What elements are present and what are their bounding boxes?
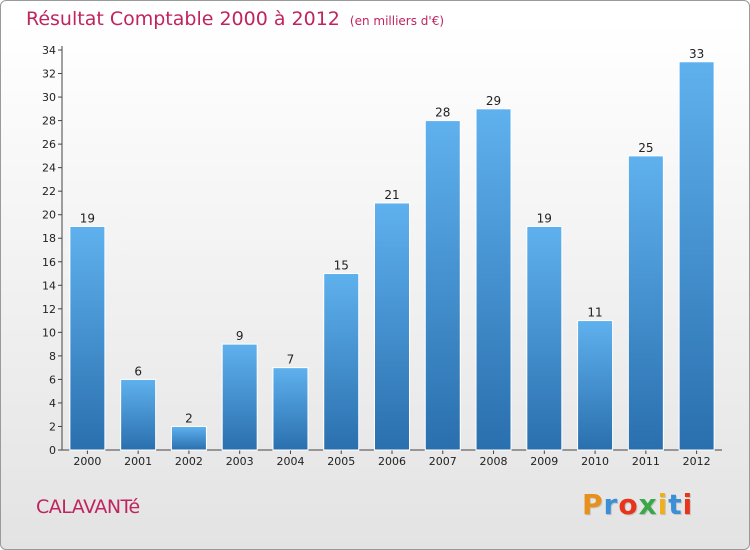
bar (424, 120, 461, 451)
y-tick-label: 4 (49, 397, 56, 410)
y-tick-label: 0 (49, 444, 56, 457)
proxiti-logo: Proxiti (582, 488, 693, 521)
logo-letter: t (668, 488, 683, 521)
logo-letter: i (682, 488, 694, 521)
bar (69, 225, 106, 451)
chart-title-text: Résultat Comptable 2000 à 2012 (26, 8, 340, 30)
bar (526, 225, 563, 451)
logo-letter: i (657, 488, 669, 521)
x-tick-label: 2001 (124, 455, 152, 468)
data-label: 29 (486, 94, 501, 108)
y-tick-label: 14 (42, 279, 56, 292)
logo-letter: r (603, 488, 619, 521)
x-tick-label: 2002 (175, 455, 203, 468)
bar (323, 273, 360, 451)
x-tick-label: 2011 (632, 455, 660, 468)
data-label: 9 (236, 329, 244, 343)
commune-name: CALAVANTé (36, 496, 140, 518)
chart-unit: (en milliers d'€) (349, 14, 445, 28)
bar (221, 343, 258, 451)
x-tick-label: 2009 (530, 455, 558, 468)
y-tick-label: 2 (49, 420, 56, 433)
x-tick-label: 2004 (276, 455, 304, 468)
x-tick-label: 2006 (378, 455, 406, 468)
y-tick-label: 6 (49, 373, 56, 386)
y-tick-label: 20 (42, 209, 56, 222)
y-tick-label: 22 (42, 185, 56, 198)
y-tick-label: 34 (42, 44, 56, 57)
bar (120, 378, 157, 451)
data-label: 15 (334, 259, 349, 273)
bar (627, 155, 664, 451)
logo-letter: o (618, 488, 639, 521)
y-tick-label: 24 (42, 162, 56, 175)
chart-title: Résultat Comptable 2000 à 2012 (en millie… (26, 8, 444, 30)
bar (272, 367, 309, 451)
logo-letter: P (582, 488, 604, 521)
y-tick-label: 28 (42, 115, 56, 128)
y-tick-label: 8 (49, 350, 56, 363)
y-tick-label: 12 (42, 303, 56, 316)
bar (475, 108, 512, 451)
data-label: 21 (384, 188, 399, 202)
data-label: 25 (638, 141, 653, 155)
x-tick-label: 2005 (327, 455, 355, 468)
x-tick-label: 2007 (429, 455, 457, 468)
y-tick-label: 30 (42, 91, 56, 104)
x-tick-label: 2003 (226, 455, 254, 468)
x-tick-label: 2010 (581, 455, 609, 468)
data-label: 6 (134, 364, 142, 378)
data-label: 11 (587, 306, 602, 320)
x-tick-label: 2008 (480, 455, 508, 468)
y-tick-label: 10 (42, 326, 56, 339)
data-label: 2 (185, 411, 193, 425)
bar (374, 202, 410, 451)
data-label: 19 (537, 211, 552, 225)
bar (678, 61, 715, 451)
bar (170, 425, 207, 451)
bar (577, 320, 614, 451)
data-label: 28 (435, 106, 450, 120)
y-tick-label: 32 (42, 68, 56, 81)
data-label: 7 (287, 353, 295, 367)
y-tick-label: 18 (42, 232, 56, 245)
y-tick-label: 16 (42, 256, 56, 269)
y-tick-label: 26 (42, 138, 56, 151)
x-tick-label: 2000 (73, 455, 101, 468)
data-label: 33 (689, 47, 704, 61)
data-label: 19 (80, 211, 95, 225)
logo-letter: x (638, 488, 658, 521)
x-tick-label: 2012 (683, 455, 711, 468)
